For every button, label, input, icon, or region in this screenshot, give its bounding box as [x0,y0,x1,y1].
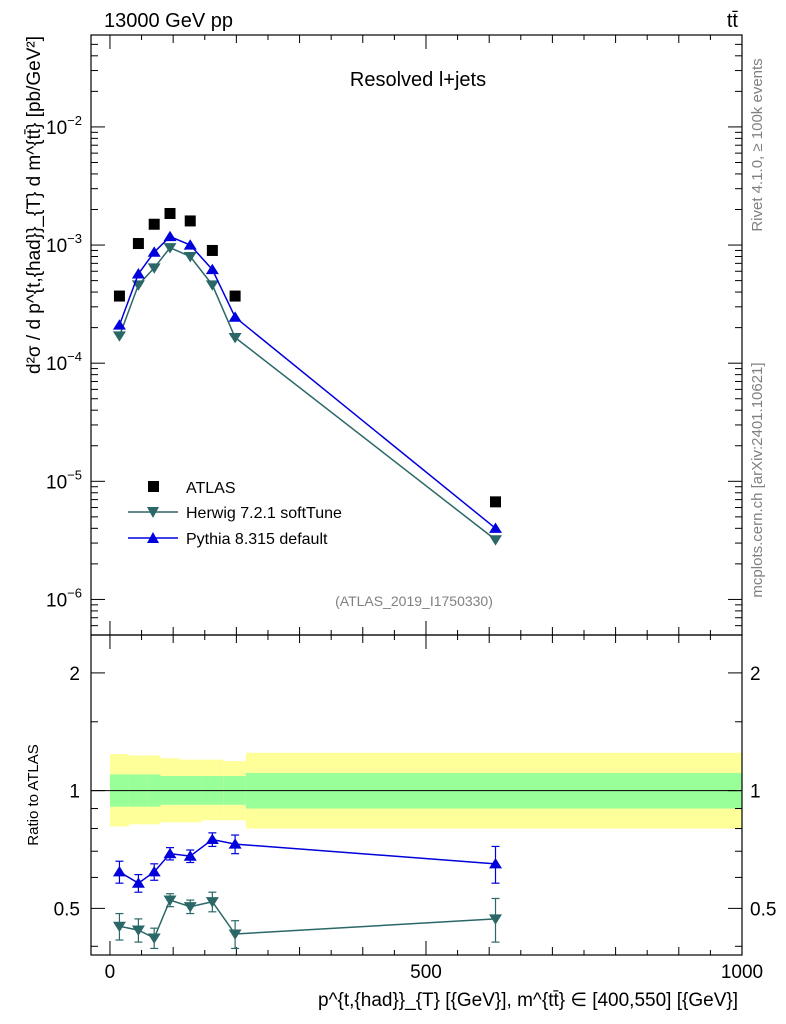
legend-herwig-label: Herwig 7.2.1 softTune [186,505,342,522]
x-tick-label-0: 0 [105,962,116,983]
pythia-main-point-5 [205,263,219,275]
herwig-main-line [118,246,496,541]
pythia-main-point-2 [147,246,161,257]
ratio-y-tick-label-right-0.5: 0.5 [750,899,776,920]
main-y-tick-label--3: 10−3 [46,231,82,257]
herwig-ratio-point-7 [489,914,503,925]
legend-atlas-marker [148,481,159,492]
main-y-tick-label--6: 10−6 [46,585,82,611]
main-y-axis-label-text: d²σ / d p^{t,{had}}_{T} d m^{tt̄} [pb/Ge… [24,36,45,374]
herwig-main-point-0 [112,331,126,342]
legend-pythia-marker [147,532,159,543]
herwig-main-point-7 [489,535,503,546]
atlas-main-point-4 [184,215,196,227]
pythia-ratio-point-0 [112,865,126,877]
x-tick-label-500: 500 [410,962,442,983]
rivet-version-label: Rivet 4.1.0, ≥ 100k events [749,58,766,231]
ratio-panel-frame [90,634,743,956]
herwig-ratio-point-3 [163,895,177,906]
ratio-y-axis-label: Ratio to ATLAS [25,744,42,845]
panel-title: Resolved l+jets [350,69,486,91]
herwig-ratio-point-5 [205,897,219,908]
pythia-ratio-point-5 [205,833,219,845]
main-y-tick-label--4: 10−4 [46,349,82,375]
herwig-ratio-point-0 [112,921,126,933]
herwig-ratio-point-4 [183,902,197,913]
pythia-ratio-point-6 [228,838,242,849]
pythia-ratio-point-1 [131,877,145,888]
pythia-ratio-point-2 [147,865,161,877]
ratio-y-tick-label-right-1: 1 [750,782,761,803]
legend-herwig-marker [147,507,159,518]
ratio-y-axis-ticks: 2 2 1 1 0.5 0.5 [54,664,776,947]
pythia-main-point-7 [489,522,503,533]
energy-label: 13000 GeV pp [104,10,233,32]
main-series [112,207,503,546]
analysis-id: (ATLAS_2019_I1750330) [335,593,493,609]
herwig-main-point-5 [205,280,219,291]
atlas-main-point-5 [206,244,218,256]
pythia-main-line [118,235,496,529]
pythia-main-point-1 [131,268,145,279]
atlas-main-point-3 [164,207,176,219]
ratio-y-tick-label-left-2: 2 [69,664,80,685]
ratio-y-tick-label-left-1: 1 [69,782,80,803]
atlas-main-point-0 [113,290,125,302]
atlas-main-point-2 [148,218,160,230]
pythia-ratio-point-3 [163,847,177,859]
pythia-main-point-0 [112,319,126,330]
main-y-axis-ticks: 10−2 10−3 10−4 10−5 10−6 [46,34,742,636]
legend: ATLAS Herwig 7.2.1 softTune Pythia 8.315… [128,480,342,548]
x-axis-ticks: 0 500 1000 [105,35,763,983]
pythia-main-point-4 [183,239,197,250]
ratio-y-tick-label-right-2: 2 [750,664,761,685]
x-axis-label: p^{t,{had}}_{T} [{GeV}], m^{tt̄} ∈ [400,… [318,990,738,1011]
herwig-ratio-point-6 [228,929,242,940]
herwig-main-point-3 [163,243,177,254]
main-y-tick-label--5: 10−5 [46,467,82,493]
mcplots-label: mcplots.cern.ch [arXiv:2401.10621] [749,362,766,597]
pythia-ratio-point-7 [489,857,503,869]
main-y-tick-label--2: 10−2 [46,113,82,139]
herwig-main-point-4 [183,251,197,263]
atlas-main-point-1 [132,238,144,250]
pythia-ratio-point-4 [183,850,197,861]
process-label: tt̄ [727,10,739,32]
herwig-ratio-point-1 [131,925,145,936]
pythia-main-point-6 [228,311,242,322]
herwig-main-point-2 [147,263,161,274]
legend-pythia-label: Pythia 8.315 default [186,531,328,548]
herwig-main-point-6 [228,332,242,344]
herwig-ratio-line [119,899,496,940]
x-tick-label-1000: 1000 [721,962,763,983]
pythia-ratio-line [119,838,496,885]
ratio-y-tick-label-left-0.5: 0.5 [54,899,80,920]
ratio-uncertainty-bands [91,752,742,829]
atlas-main-point-6 [229,290,241,302]
legend-atlas-label: ATLAS [186,480,236,497]
herwig-ratio-point-2 [147,933,161,944]
main-y-axis-label: d²σ / d p^{t,{had}}_{T} d m^{tt̄} [pb/Ge… [24,36,45,374]
pythia-main-point-3 [163,230,177,242]
ratio-series [112,832,503,950]
atlas-main-point-7 [490,496,502,508]
